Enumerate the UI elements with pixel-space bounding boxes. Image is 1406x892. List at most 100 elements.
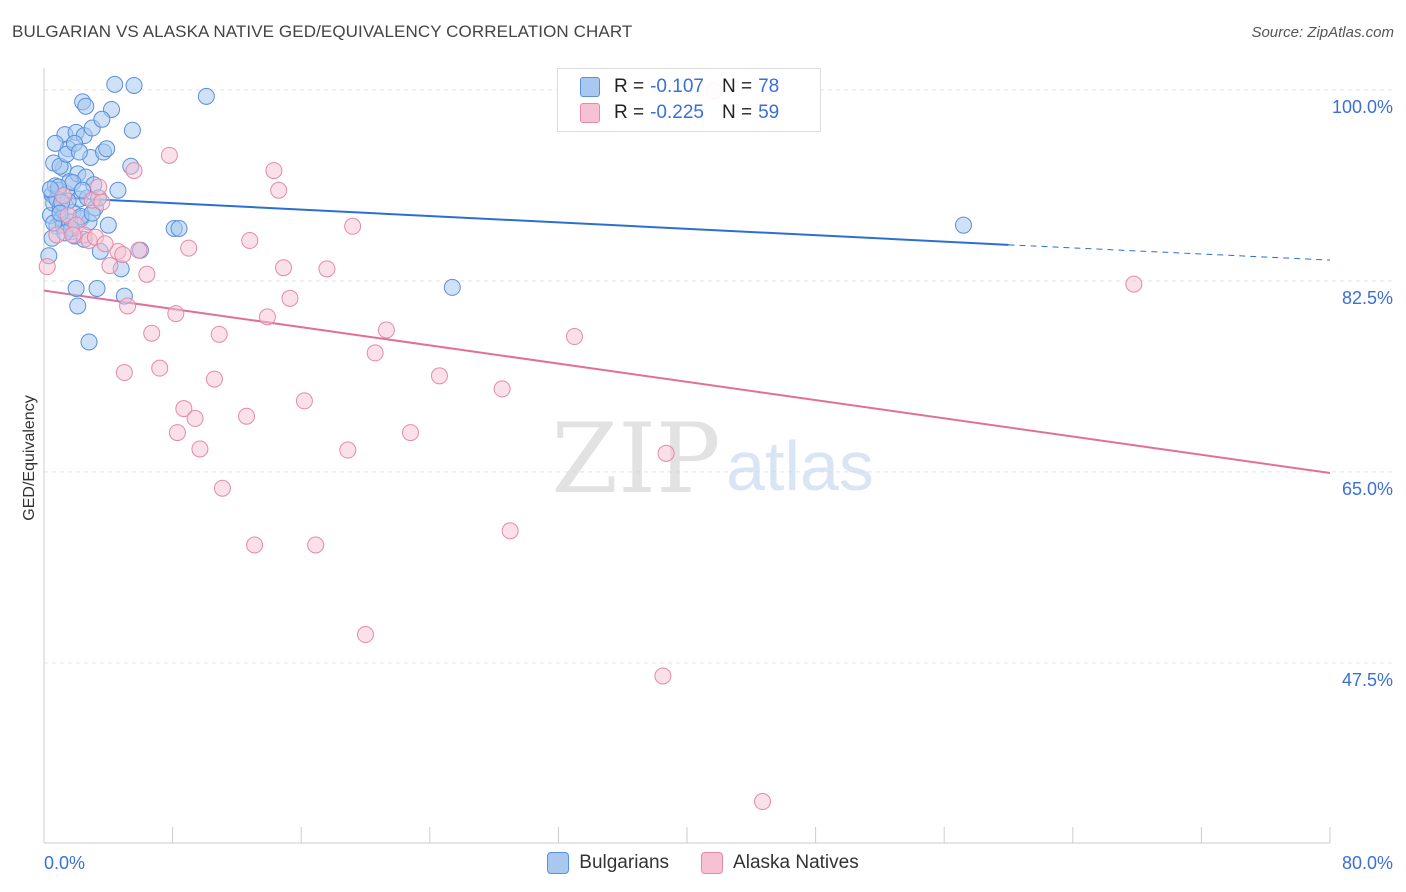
alaska-natives-point [565,328,583,346]
alaska-natives-point [265,162,283,180]
alaska-natives-point [339,441,357,459]
y-tick-label: 100.0% [1332,97,1393,117]
alaska-natives-point [754,793,772,811]
r-value: -0.107 [650,76,704,97]
alaska-natives-point [101,257,119,275]
bulgarians-point [70,143,88,161]
bulgarians-point [125,76,143,94]
alaska-natives-point [210,325,228,343]
r-label: R = [614,76,645,97]
alaska-natives-point [180,239,198,257]
alaska-natives-point [115,364,133,382]
bulgarians-point [46,134,64,152]
source-label: Source: ZipAtlas.com [1251,24,1394,41]
alaska-natives-point [186,409,204,427]
bulgarians-point [170,219,188,237]
alaska-natives-point [125,162,143,180]
y-tick-label: 47.5% [1342,670,1393,690]
alaska-natives-point [493,380,511,398]
alaska-natives-point [93,193,111,211]
legend-row-bulgarians: R = -0.107 N = 78 [580,75,779,99]
bulgarians-point [88,279,106,297]
alaska-natives-point [90,178,108,196]
alaska-natives-trend-line [43,289,1331,474]
alaska-natives-points [38,82,1143,811]
bulgarians-trend [43,195,1331,261]
alaska-natives-point [64,226,82,244]
bulgarians-trend-extension [1008,244,1331,261]
alaska-natives-swatch [701,852,724,874]
series-legend: Bulgarians Alaska Natives [0,852,1406,874]
bulgarians-point [93,110,111,128]
x-tick-label: 80.0% [1342,853,1393,873]
alaska-natives-point [241,231,259,249]
alaska-natives-point [160,146,178,164]
bulgarians-point [443,278,461,296]
bulgarians-swatch [580,77,600,97]
alaska-natives-point [344,217,362,235]
alaska-natives-point [96,235,114,253]
legend-row-alaska-natives: R = -0.225 N = 59 [580,101,779,125]
alaska-natives-point [307,536,325,554]
watermark: ZIP atlas [551,403,874,515]
alaska-natives-point [357,626,374,644]
bulgarians-point [123,121,141,139]
alaska-natives-point [1125,275,1143,293]
alaska-natives-point [38,258,56,276]
bulgarians-trend-line [43,195,1009,246]
alaska-natives-point [270,181,288,199]
y-tick-label: 65.0% [1342,479,1393,499]
x-tick-label: 0.0% [44,853,85,873]
bulgarians-point [98,140,116,158]
r-label: R = [614,102,645,123]
alaska-natives-point [54,187,72,205]
alaska-natives-point [48,226,66,244]
bulgarians-point [954,216,972,234]
alaska-natives-point [501,522,519,540]
grid-lines [44,89,1392,664]
alaska-natives-point [402,424,420,442]
axes [43,68,1331,844]
tick-labels: 100.0% 82.5% 65.0% 47.5% 0.0% 80.0% [44,97,1393,873]
bulgarians-swatch [547,852,570,874]
alaska-natives-trend [43,289,1331,474]
alaska-natives-point [366,344,384,362]
alaska-natives-point [281,289,299,307]
bulgarians-point [99,216,117,234]
r-value: -0.225 [650,102,704,123]
bulgarians-point [69,297,87,315]
alaska-natives-point [167,305,185,323]
n-value: 59 [758,102,780,123]
legend-label: Bulgarians [579,852,670,873]
alaska-natives-point [377,321,395,339]
alaska-natives-point [119,297,137,315]
correlation-legend: R = -0.107 N = 78 R = -0.225 N = 59 [557,68,821,132]
watermark-atlas: atlas [726,427,874,505]
y-tick-label: 82.5% [1342,288,1393,308]
alaska-natives-point [318,260,336,278]
legend-item-alaska-natives[interactable]: Alaska Natives [701,852,859,874]
alaska-natives-point [295,392,313,410]
chart-title: BULGARIAN VS ALASKA NATIVE GED/EQUIVALEN… [12,22,633,41]
alaska-natives-point [151,359,169,377]
alaska-natives-point [168,424,186,442]
alaska-natives-point [246,536,264,554]
alaska-natives-point [138,265,156,283]
alaska-natives-point [657,444,675,462]
alaska-natives-point [143,324,161,342]
alaska-natives-point [175,400,193,418]
bulgarians-point [67,279,85,297]
alaska-natives-point [654,667,672,685]
bulgarians-point [109,181,127,199]
n-value: 78 [758,76,780,97]
alaska-natives-point [205,370,223,388]
alaska-natives-swatch [580,103,600,123]
legend-item-bulgarians[interactable]: Bulgarians [547,852,669,874]
bulgarians-point [80,333,98,351]
alaska-natives-point [258,308,276,326]
alaska-natives-point [430,367,448,385]
y-axis-title: GED/Equivalency [21,395,38,520]
legend-label: Alaska Natives [733,852,859,873]
alaska-natives-point [213,479,231,497]
